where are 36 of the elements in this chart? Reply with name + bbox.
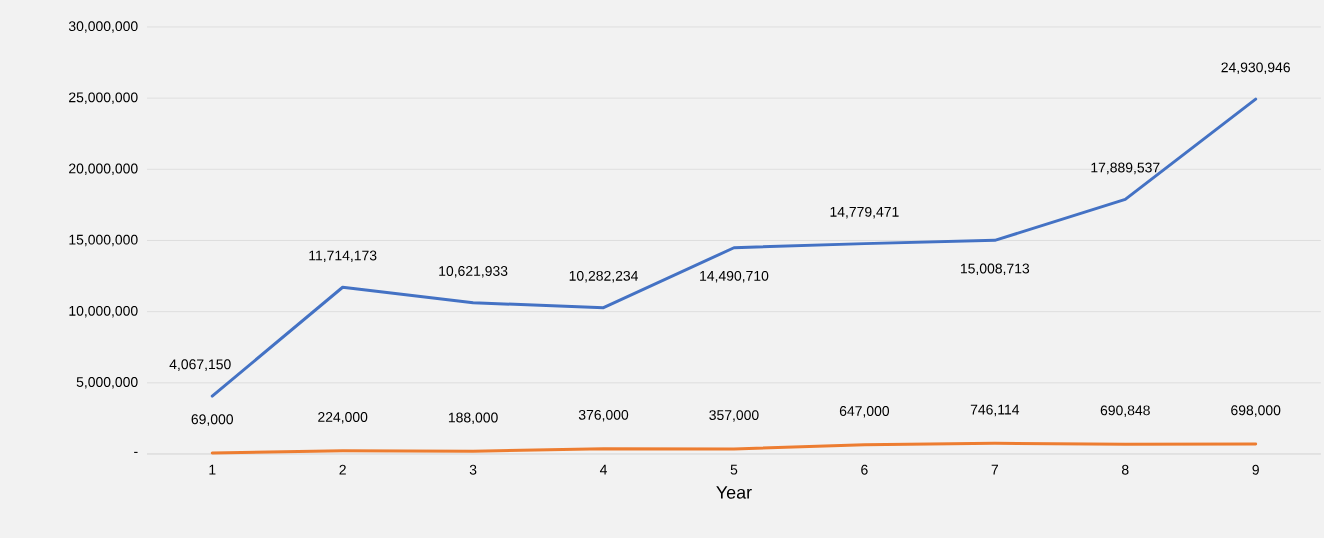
- x-axis-title: Year: [716, 486, 752, 499]
- data-label: 14,490,710: [700, 270, 769, 283]
- x-tick-label: 9: [1252, 464, 1259, 475]
- data-label: 4,067,150: [169, 359, 231, 371]
- y-tick-label: -: [134, 451, 138, 453]
- x-tick-label: 2: [339, 464, 346, 475]
- data-label: 357,000: [709, 410, 759, 422]
- x-tick-label: 3: [469, 464, 477, 475]
- x-tick-label: 5: [730, 464, 738, 475]
- data-label: 14,779,471: [830, 206, 899, 219]
- data-label: 10,282,234: [569, 270, 639, 283]
- data-label: 15,008,713: [960, 263, 1030, 276]
- x-tick-label: 4: [599, 464, 607, 475]
- data-label: 188,000: [448, 412, 498, 425]
- data-label: 690,848: [1100, 405, 1150, 417]
- data-label: 69,000: [191, 414, 234, 426]
- y-tick-label: 10,000,000: [69, 305, 138, 318]
- data-label: 224,000: [318, 412, 368, 424]
- data-label: 698,000: [1231, 405, 1281, 417]
- y-tick-label: 5,000,000: [76, 377, 138, 389]
- x-tick-label: 1: [209, 464, 216, 475]
- x-tick-label: 6: [861, 464, 868, 475]
- y-tick-label: 25,000,000: [69, 92, 138, 104]
- data-label: 11,714,173: [309, 250, 377, 263]
- data-label: 746,114: [970, 404, 1020, 417]
- y-tick-label: 30,000,000: [68, 21, 138, 33]
- x-tick-label: 7: [991, 464, 999, 475]
- data-label: 10,621,933: [439, 266, 508, 278]
- line-series: [210, 441, 1258, 455]
- y-tick-label: 15,000,000: [69, 234, 138, 247]
- data-label: 24,930,946: [1221, 62, 1290, 74]
- data-label: 647,000: [839, 406, 890, 418]
- y-tick-label: 20,000,000: [69, 163, 138, 176]
- x-tick-label: 8: [1121, 464, 1129, 475]
- data-label: 376,000: [578, 409, 629, 422]
- data-label: 17,889,537: [1091, 162, 1160, 175]
